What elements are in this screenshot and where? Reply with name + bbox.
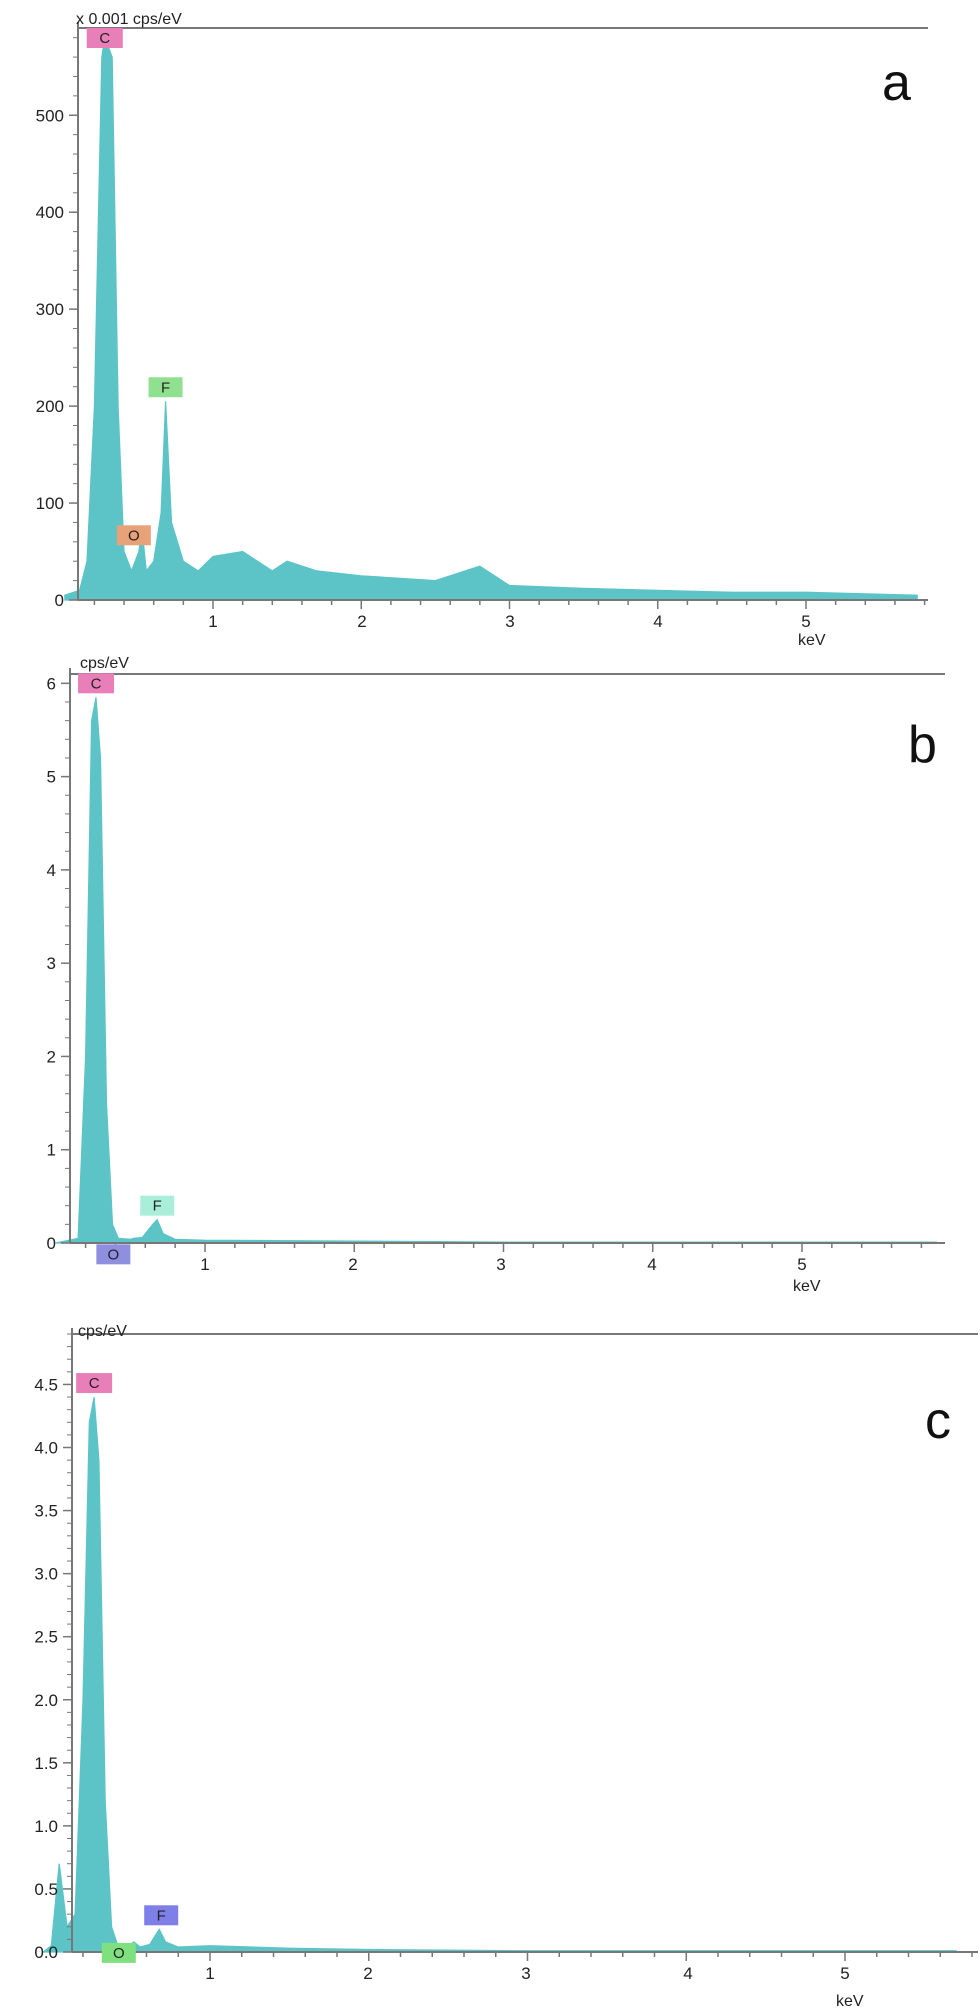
peak-label-F-b: F <box>140 1195 175 1216</box>
x-tick-label: 3 <box>521 1964 530 1983</box>
x-tick-label: 4 <box>653 612 662 631</box>
x-unit-label-c: keV <box>836 1993 864 2010</box>
spectrum-panel-b: 1 2 3 4 5 0 1 2 3 4 5 6 C O F cps/eV keV b <box>47 655 945 1295</box>
x-unit-label-b: keV <box>793 1278 821 1295</box>
axes-c <box>71 1328 978 1953</box>
x-tick-label: 4 <box>683 1964 692 1983</box>
y-tick-label: 400 <box>36 203 64 222</box>
axes-a <box>77 22 928 601</box>
peak-labels-b: C O F <box>78 673 175 1265</box>
svg-text:O: O <box>108 1246 120 1263</box>
x-tick-label: 2 <box>348 1255 357 1274</box>
y-tick-label: 3.5 <box>34 1502 58 1521</box>
y-tick-label: 0 <box>47 1234 56 1253</box>
y-tick-label: 2.0 <box>34 1691 58 1710</box>
x-tick-label: 1 <box>208 612 217 631</box>
y-unit-label-c: cps/eV <box>78 1323 127 1340</box>
peak-labels-c: C O F <box>76 1373 179 1963</box>
y-tick-label: 5 <box>47 768 56 787</box>
axes-b <box>69 668 945 1244</box>
spectrum-panel-a: 1 2 3 4 5 0 100 200 300 400 500 C O F x 0.001 cps/eV… <box>36 11 928 649</box>
peak-label-O-b: O <box>96 1244 131 1265</box>
y-tick-label: 6 <box>47 674 56 693</box>
svg-text:O: O <box>128 527 140 544</box>
panel-letter-b: b <box>908 716 937 774</box>
peak-label-C-a: C <box>86 28 123 48</box>
peak-label-O-c: O <box>101 1942 136 1963</box>
peak-label-O-a: O <box>116 525 151 546</box>
spectrum-panel-c: 1 2 3 4 50.00.51.01.52.02.53.03.54.04.5 COF … <box>34 1323 978 2010</box>
y-tick-label: 2 <box>47 1047 56 1066</box>
x-tick-label: 2 <box>357 612 366 631</box>
y-tick-label: 100 <box>36 494 64 513</box>
x-tick-label: 4 <box>647 1255 656 1274</box>
svg-text:C: C <box>89 1375 100 1392</box>
x-unit-label-a: keV <box>798 632 826 649</box>
peak-label-F-a: F <box>148 377 183 398</box>
svg-text:O: O <box>113 1945 125 1962</box>
peak-labels-a: C O F <box>86 28 183 546</box>
y-tick-label: 300 <box>36 300 64 319</box>
svg-text:F: F <box>161 379 170 396</box>
spectrum-area-path-c <box>41 1396 957 1953</box>
svg-text:C: C <box>99 30 110 47</box>
y-unit-label-b: cps/eV <box>80 655 129 672</box>
x-tick-label: 1 <box>200 1255 209 1274</box>
peak-label-C-c: C <box>76 1373 113 1394</box>
svg-text:F: F <box>153 1198 162 1215</box>
y-tick-label: 4.5 <box>34 1375 58 1394</box>
y-tick-label: 1 <box>47 1141 56 1160</box>
panel-letter-c: c <box>925 1392 951 1450</box>
ticks-b: 1 2 3 4 5 0 1 2 3 4 5 6 <box>47 674 923 1274</box>
svg-text:F: F <box>157 1907 166 1924</box>
spectrum-area-c <box>41 1396 957 1953</box>
x-tick-label: 5 <box>801 612 810 631</box>
spectrum-area-a <box>64 35 918 601</box>
x-tick-label: 3 <box>496 1255 505 1274</box>
ticks-c: 1 2 3 4 5 0.0 0.5 1.0 1.5 2.0 2.5 3.0 3.5 4.0 4.5 <box>34 1333 973 1983</box>
y-tick-label: 0 <box>55 591 64 610</box>
x-tick-label: 1 <box>205 1964 214 1983</box>
x-tick-label: 2 <box>363 1964 372 1983</box>
y-tick-label: 3 <box>47 954 56 973</box>
y-unit-label-a: x 0.001 cps/eV <box>76 11 182 28</box>
y-tick-label: 4.0 <box>34 1439 58 1458</box>
panel-letter-a: a <box>882 54 911 112</box>
spectrum-area-b <box>55 697 937 1244</box>
y-tick-label: 3.0 <box>34 1565 58 1584</box>
peak-label-F-c: F <box>144 1905 179 1926</box>
x-tick-label: 5 <box>840 1964 849 1983</box>
spectrum-area-path-a <box>64 35 918 601</box>
spectrum-area-path-b <box>55 697 937 1244</box>
y-tick-label: 0.0 <box>34 1943 58 1962</box>
peak-label-C-b: C <box>78 673 115 694</box>
y-tick-label: 1.5 <box>34 1754 58 1773</box>
y-tick-label: 4 <box>47 861 56 880</box>
y-tick-label: 500 <box>36 106 64 125</box>
ticks-a: 1 2 3 4 5 0 100 200 300 400 500 <box>36 37 926 631</box>
y-tick-label: 200 <box>36 397 64 416</box>
x-tick-label: 5 <box>797 1255 806 1274</box>
y-tick-label: 1.0 <box>34 1817 58 1836</box>
y-tick-label: 2.5 <box>34 1628 58 1647</box>
svg-text:C: C <box>91 675 102 692</box>
y-tick-label: 0.5 <box>34 1880 58 1899</box>
x-tick-label: 3 <box>505 612 514 631</box>
